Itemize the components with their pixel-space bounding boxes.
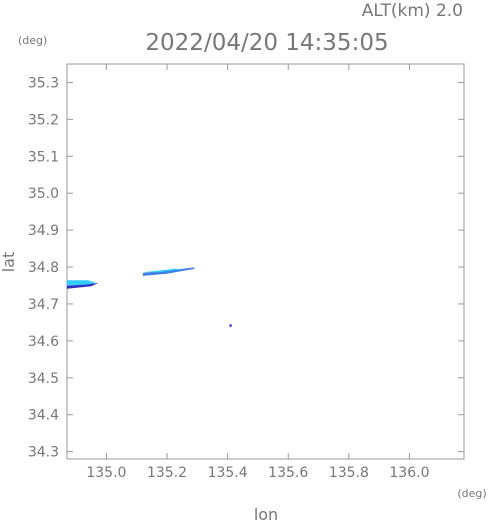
echo-light-3: [142, 268, 180, 273]
y-tick-label: 34.5: [28, 371, 59, 387]
plot-frame: [66, 63, 465, 460]
y-tick-label: 35.0: [28, 186, 59, 202]
y-unit-label: (deg): [18, 34, 47, 47]
y-axis-label: lat: [0, 252, 18, 273]
x-tick-label: 135.8: [329, 465, 369, 481]
x-tick-label: 136.0: [389, 465, 429, 481]
echo-mid-2: [142, 267, 195, 276]
y-tick-label: 35.1: [28, 149, 59, 165]
x-tick-label: 135.0: [86, 465, 126, 481]
datetime-title: 2022/04/20 14:35:05: [145, 30, 388, 56]
echo-dark-1: [67, 282, 99, 289]
y-tick-label: 34.8: [28, 260, 59, 276]
y-tick-label: 34.4: [28, 408, 59, 424]
y-tick-label: 35.2: [28, 112, 59, 128]
x-tick-label: 135.6: [268, 465, 308, 481]
x-tick-label: 135.4: [208, 465, 248, 481]
y-tick-label: 34.3: [28, 445, 59, 461]
altitude-label: ALT(km) 2.0: [362, 1, 463, 21]
y-tick-label: 35.3: [28, 75, 59, 91]
echo-dark-4: [229, 323, 232, 328]
y-tick-label: 34.7: [28, 297, 59, 313]
y-tick-label: 34.9: [28, 223, 59, 239]
x-tick-label: 135.2: [147, 465, 187, 481]
echo-light-0: [67, 280, 96, 286]
x-unit-label: (deg): [457, 487, 486, 500]
x-axis-label: lon: [254, 505, 278, 521]
y-tick-label: 34.6: [28, 334, 59, 350]
